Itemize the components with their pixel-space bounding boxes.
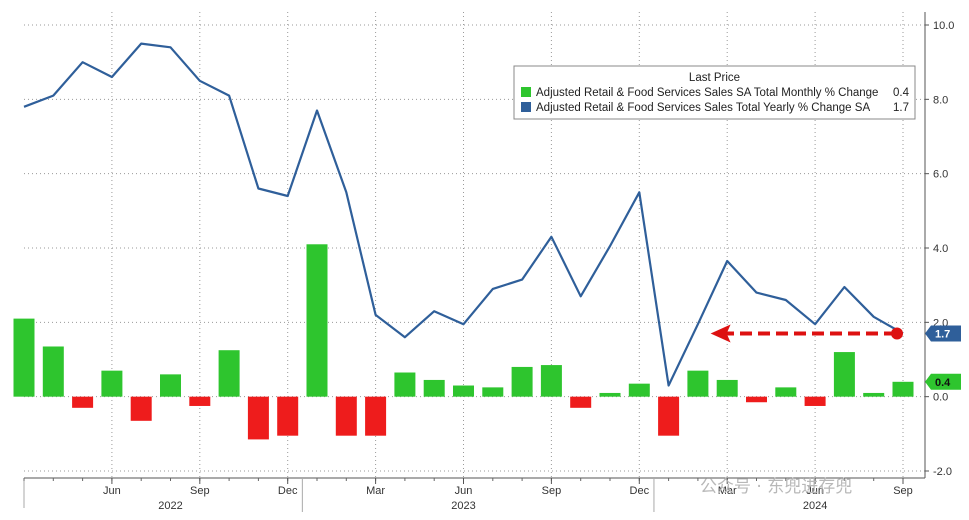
line-series (23, 42, 904, 387)
annotation-arrow (710, 324, 903, 343)
bar (482, 387, 504, 397)
year-label: 2024 (803, 500, 827, 512)
yearly-last-price-box: 1.7 (925, 325, 961, 342)
bar (101, 370, 123, 397)
y-tick-label: 10.0 (933, 20, 954, 32)
bar (42, 346, 64, 397)
bar (570, 396, 592, 408)
bar (247, 396, 269, 440)
legend-entry: Adjusted Retail & Food Services Sales SA… (536, 87, 878, 99)
legend: Last Price Adjusted Retail & Food Service… (513, 65, 916, 120)
watermark: 公众号 · 东兜进存兜 (700, 477, 852, 497)
yearly-change-line (23, 42, 904, 387)
bar-series (13, 244, 914, 440)
arrow-tail-dot (891, 327, 903, 340)
x-tick-label: Dec (278, 485, 298, 497)
x-tick-label: Jun (103, 485, 121, 497)
bar (863, 392, 885, 397)
bar (130, 396, 152, 421)
bar (892, 381, 914, 397)
bar (775, 387, 797, 397)
x-tick-label: Sep (893, 485, 913, 497)
x-tick-label: Sep (190, 485, 210, 497)
bar (628, 383, 650, 397)
x-tick-label: Jun (806, 485, 824, 497)
bar (365, 396, 387, 436)
bar (394, 372, 416, 397)
bar (218, 350, 240, 397)
y-tick-label: -2.0 (933, 466, 952, 478)
monthly-last-price-box: 0.4 (925, 373, 961, 390)
bar (189, 396, 211, 406)
bar (540, 365, 562, 397)
y-tick-label: 6.0 (933, 169, 948, 181)
bar (160, 374, 181, 397)
legend-entry-value: 0.4 (893, 87, 910, 99)
bar (13, 318, 35, 397)
bar (423, 379, 445, 397)
x-tick-label: Sep (542, 485, 562, 497)
value-box-shape (925, 373, 961, 390)
legend-swatch (521, 102, 531, 112)
legend-box (513, 65, 916, 120)
bar (687, 370, 709, 397)
legend-title: Last Price (689, 72, 740, 84)
legend-swatch (521, 87, 531, 97)
bar (599, 392, 621, 397)
x-tick-label: Jun (455, 485, 473, 497)
bar (306, 244, 328, 397)
bar (746, 396, 767, 403)
value-box-label: 1.7 (935, 328, 950, 340)
watermark-text: 公众号 · 东兜进存兜 (700, 477, 852, 497)
bar (511, 366, 533, 397)
bar (716, 379, 738, 397)
x-tick-label: Mar (366, 485, 385, 497)
x-tick-label: Dec (630, 485, 650, 497)
bar (833, 352, 855, 397)
value-box-label: 0.4 (935, 377, 951, 389)
y-tick-label: 4.0 (933, 243, 948, 255)
bar (658, 396, 680, 436)
legend-entry: Adjusted Retail & Food Services Sales To… (536, 102, 870, 114)
bar (804, 396, 826, 406)
x-tick-label: Mar (718, 485, 737, 497)
bar (335, 396, 357, 436)
bar (453, 385, 474, 397)
year-label: 2023 (451, 500, 475, 512)
bar (277, 396, 299, 436)
year-label: 2022 (158, 500, 182, 512)
bar (72, 396, 94, 408)
arrow-head (710, 324, 731, 343)
y-tick-label: 8.0 (933, 94, 948, 106)
value-box-shape (925, 325, 961, 342)
legend-entry-value: 1.7 (893, 102, 909, 114)
y-tick-label: 0.0 (933, 392, 948, 404)
